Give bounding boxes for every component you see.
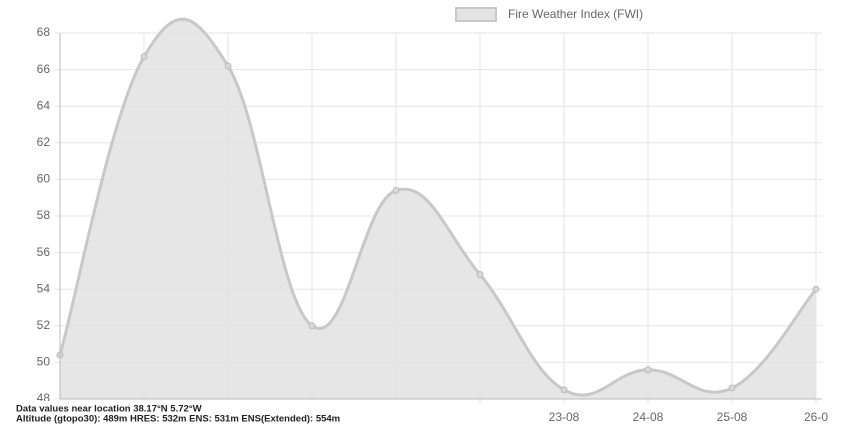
point <box>308 322 316 330</box>
point <box>140 53 148 61</box>
overlay-line: Data values near location 38.17°N 5.72°W <box>16 404 202 415</box>
area <box>60 19 816 399</box>
point <box>644 366 652 374</box>
overlay-line: Altitude (gtopo30): 489m HRES: 532m ENS:… <box>16 414 340 425</box>
y-tick-label: 62 <box>37 135 51 149</box>
x-tick-label: 23-08 <box>549 410 580 424</box>
legend-label: Fire Weather Index (FWI) <box>508 7 643 21</box>
y-tick-label: 50 <box>37 355 51 369</box>
point <box>728 384 736 392</box>
point <box>560 386 568 394</box>
y-tick-label: 60 <box>37 172 51 186</box>
plot <box>56 17 822 400</box>
overlay-bg <box>0 401 430 426</box>
point <box>224 62 232 70</box>
y-tick-label: 66 <box>37 62 51 76</box>
y-tick-label: 58 <box>37 208 51 222</box>
y-tick-label: 54 <box>37 281 51 295</box>
x-tick-label: 26-0 <box>804 410 828 424</box>
point <box>392 186 400 194</box>
point <box>476 271 484 279</box>
y-tick-label: 64 <box>37 98 51 112</box>
point <box>812 285 820 293</box>
y-tick-label: 68 <box>37 25 51 39</box>
legend-swatch <box>455 7 497 22</box>
x-tick-label: 24-08 <box>633 410 664 424</box>
y-tick-label: 52 <box>37 318 51 332</box>
x-tick-label: 25-08 <box>717 410 748 424</box>
y-tick-label: 56 <box>37 245 51 259</box>
